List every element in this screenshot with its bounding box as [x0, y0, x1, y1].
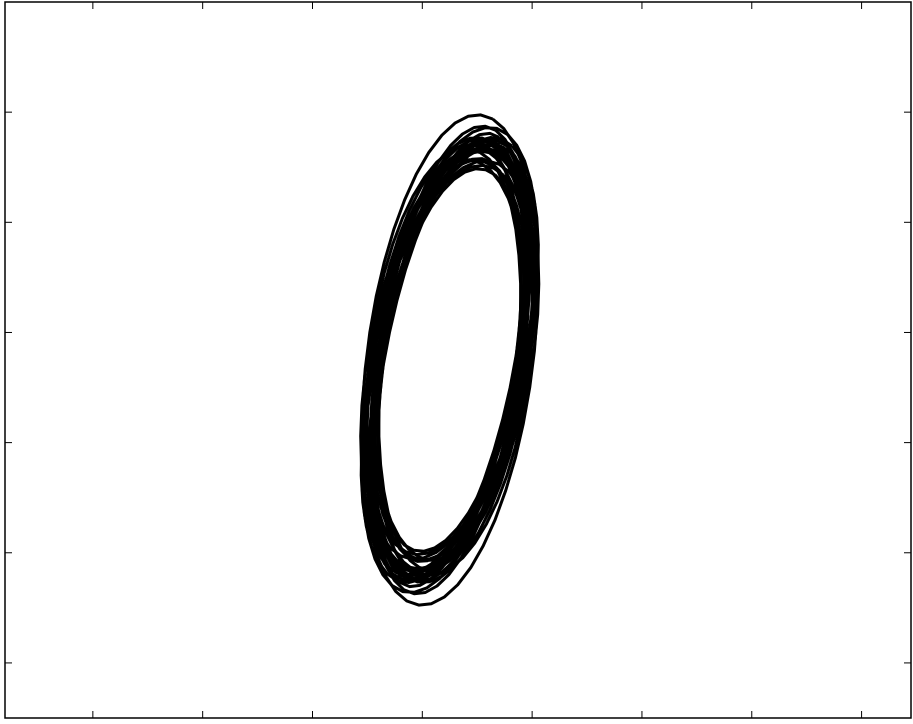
axes-frame [4, 1, 912, 719]
trajectory-loop-22 [373, 138, 527, 582]
trajectory-loop-20 [360, 113, 540, 607]
trajectory-group [359, 113, 541, 607]
tick-marks [5, 2, 911, 718]
trajectory-loop-23 [364, 142, 535, 578]
